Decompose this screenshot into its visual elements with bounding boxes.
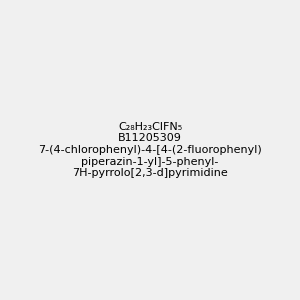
Text: C₂₈H₂₃ClFN₅
B11205309
7-(4-chlorophenyl)-4-[4-(2-fluorophenyl)
piperazin-1-yl]-5: C₂₈H₂₃ClFN₅ B11205309 7-(4-chlorophenyl)… (38, 122, 262, 178)
